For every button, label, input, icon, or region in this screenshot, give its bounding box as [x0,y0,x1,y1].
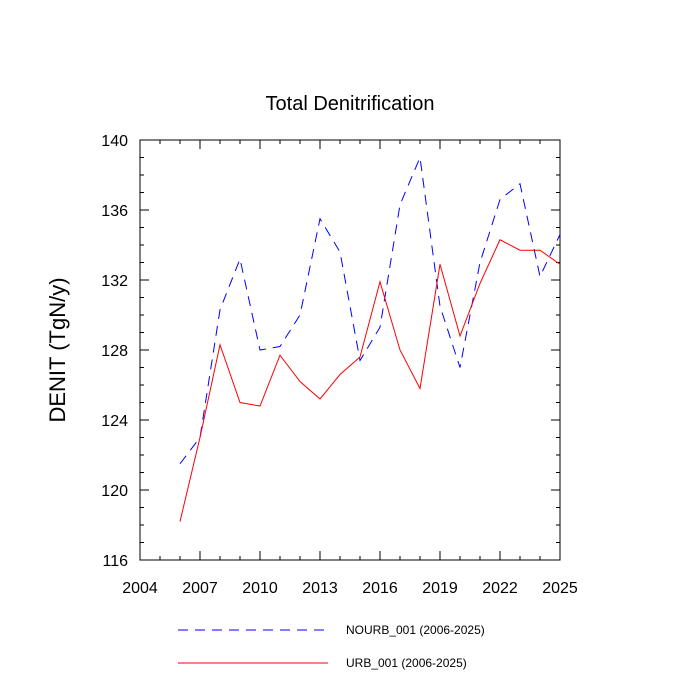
plot-frame [139,139,561,561]
y-tick-label: 120 [101,483,128,500]
x-tick-label: 2010 [242,580,278,597]
legend: NOURB_001 (2006-2025) URB_001 (2006-2025) [178,623,485,670]
x-tick-label: 2016 [362,580,398,597]
legend-label: NOURB_001 (2006-2025) [346,623,485,637]
chart-title: Total Denitrification [266,93,435,115]
series-lines [179,155,561,522]
x-tick-label: 2004 [122,580,158,597]
series-line [179,239,561,522]
y-tick-label: 132 [101,273,128,290]
axis-ticks: 2004 2007 2010 2013 2016 2019 2022 2025 116 120 12… [101,133,578,597]
x-tick-label: 2019 [422,580,458,597]
x-tick-label: 2007 [182,580,218,597]
y-tick-label: 136 [101,203,128,220]
y-tick-label: 140 [101,133,128,150]
legend-label: URB_001 (2006-2025) [346,656,467,670]
y-tick-label: 124 [101,413,128,430]
series-line [179,155,561,465]
x-tick-label: 2025 [542,580,578,597]
x-tick-label: 2022 [482,580,518,597]
y-axis-label: DENIT (TgN/y) [45,277,70,422]
y-tick-label: 128 [101,343,128,360]
y-tick-label: 116 [102,553,128,570]
x-tick-label: 2013 [302,580,338,597]
